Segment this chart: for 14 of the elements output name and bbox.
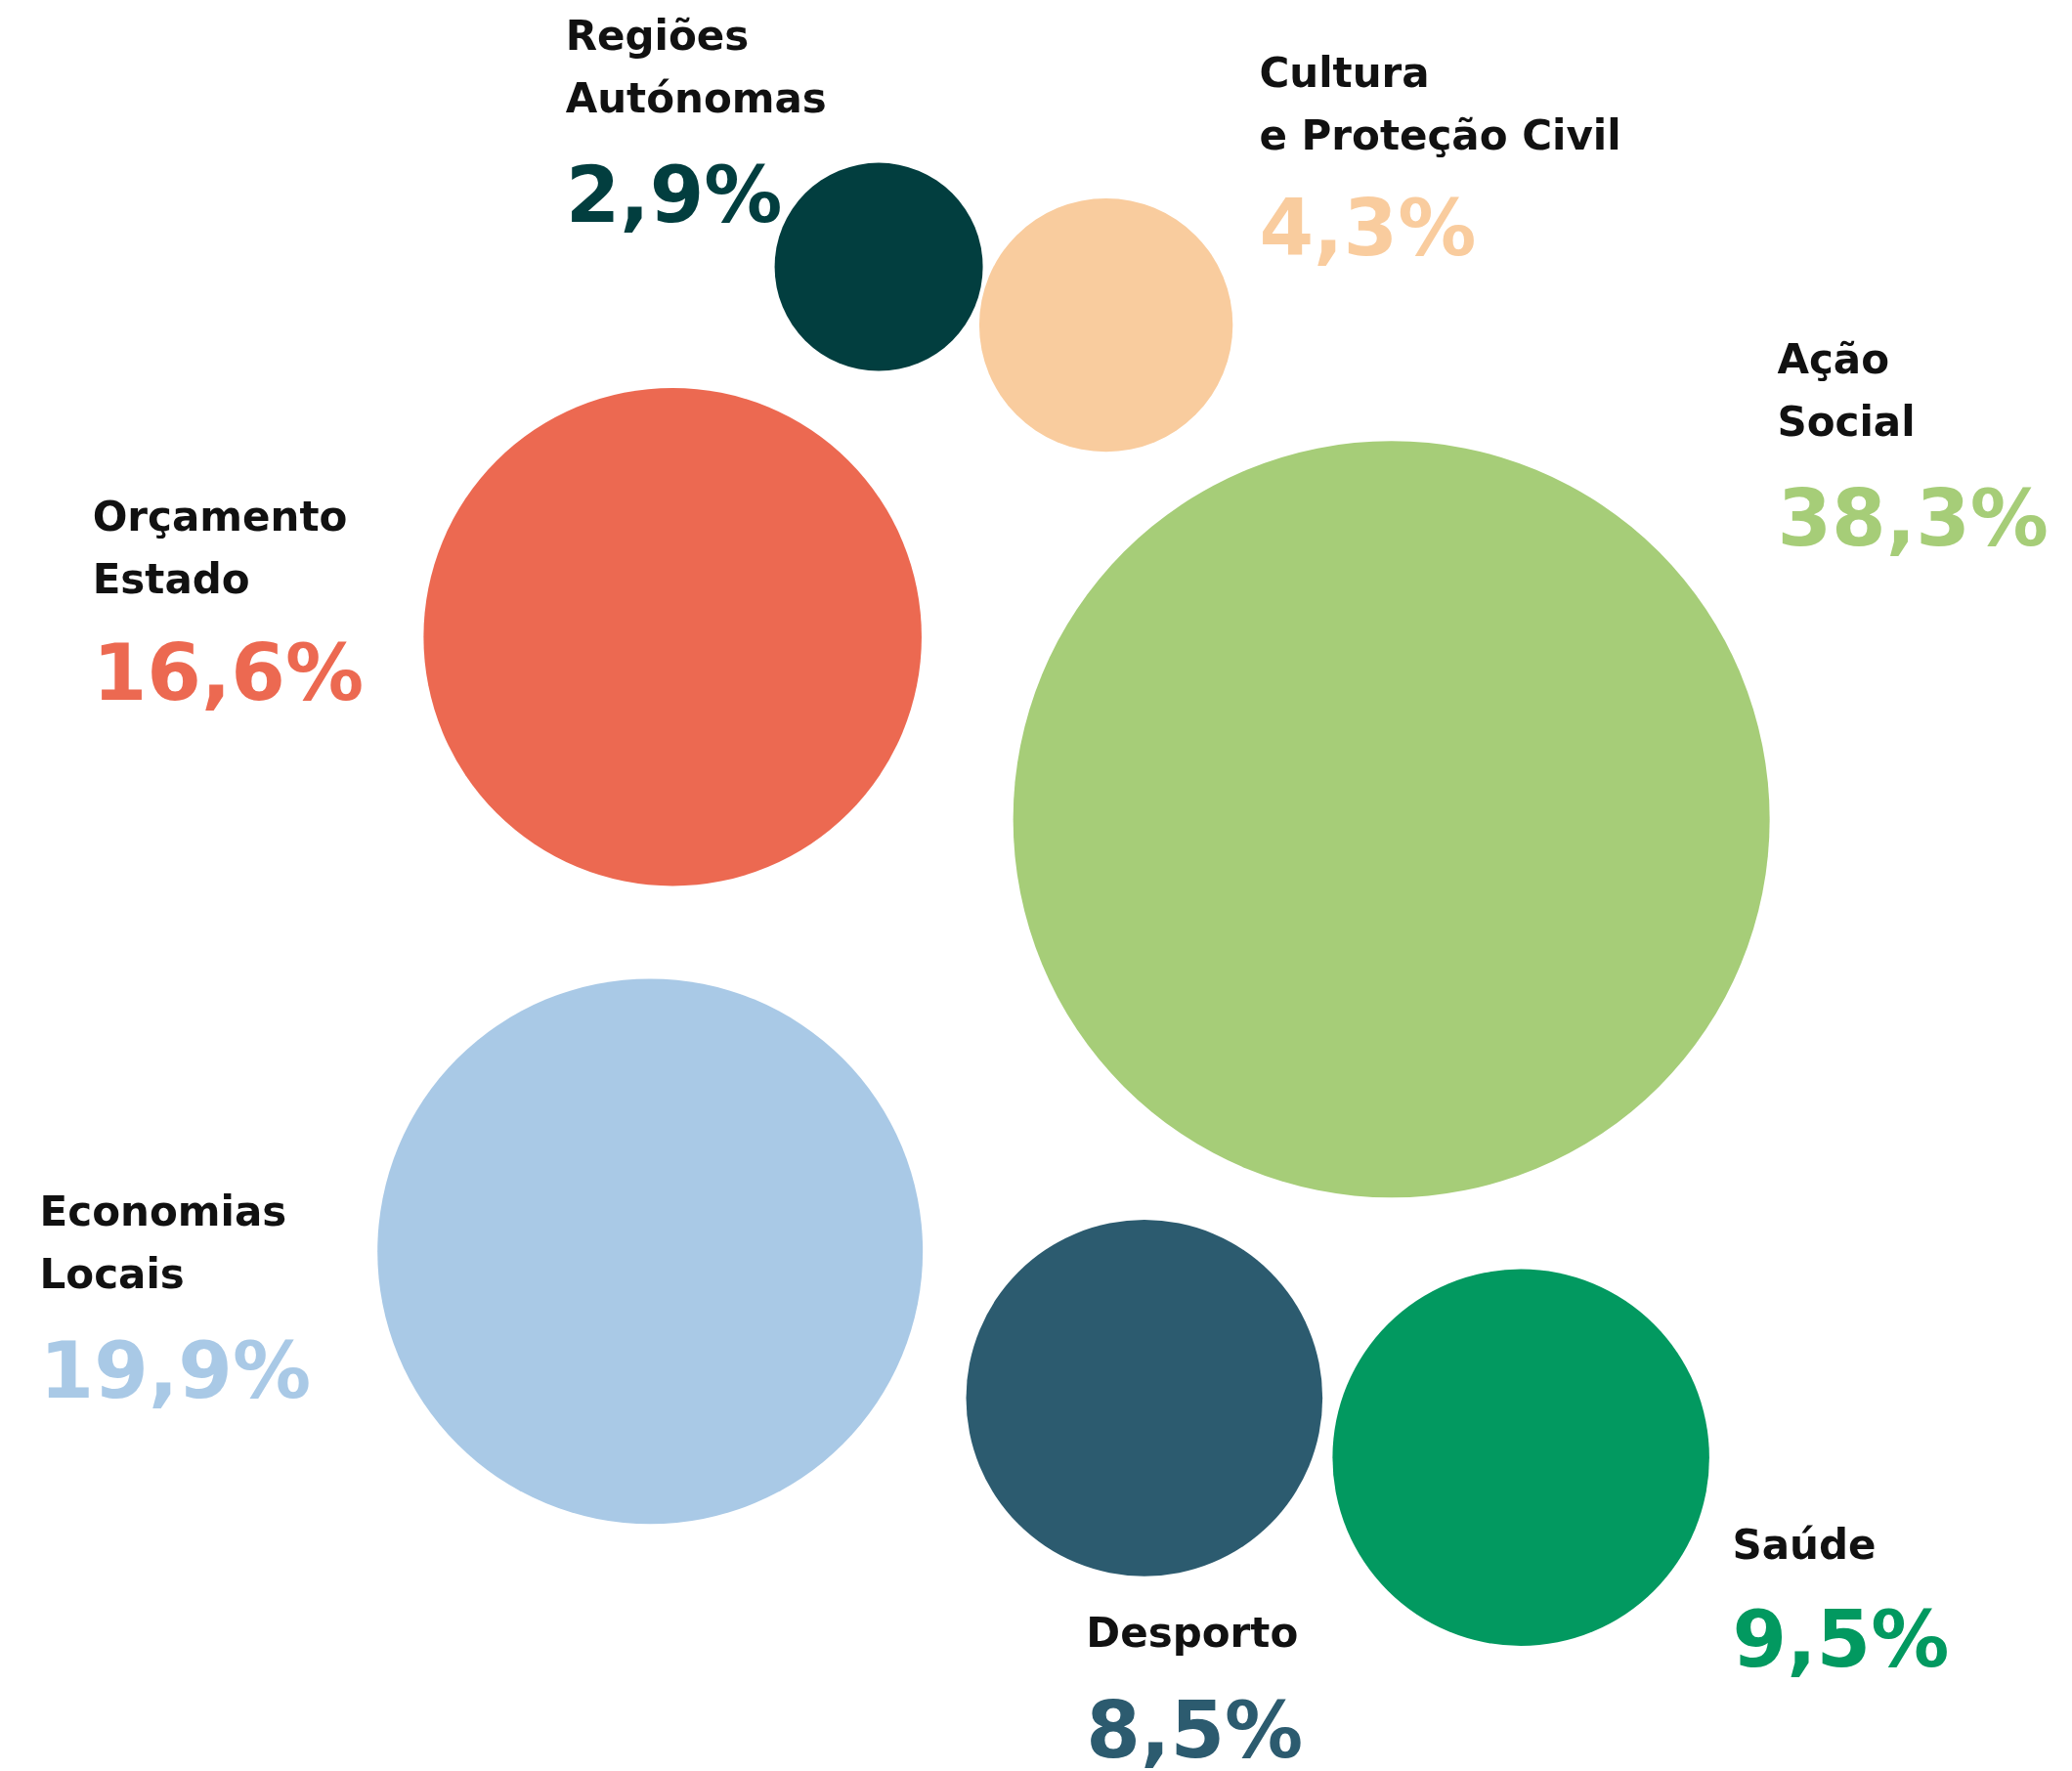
category-label: Orçamento Estado: [92, 492, 348, 603]
data-label: 16,6%: [92, 627, 365, 719]
category-label: Regiões Autónomas: [565, 11, 827, 122]
category-label: Economias Locais: [39, 1188, 287, 1299]
category-label: Cultura e Proteção Civil: [1259, 48, 1621, 159]
category-label: Saúde: [1732, 1520, 1877, 1569]
category-label: Ação Social: [1777, 335, 1916, 447]
category-label: Desporto: [1086, 1609, 1299, 1658]
data-label: 9,5%: [1732, 1593, 1950, 1685]
data-label: 4,3%: [1259, 182, 1477, 274]
data-label: 2,9%: [565, 149, 783, 240]
data-label: 38,3%: [1777, 473, 2049, 565]
data-label: 8,5%: [1086, 1684, 1304, 1771]
data-label: 19,9%: [39, 1325, 312, 1417]
